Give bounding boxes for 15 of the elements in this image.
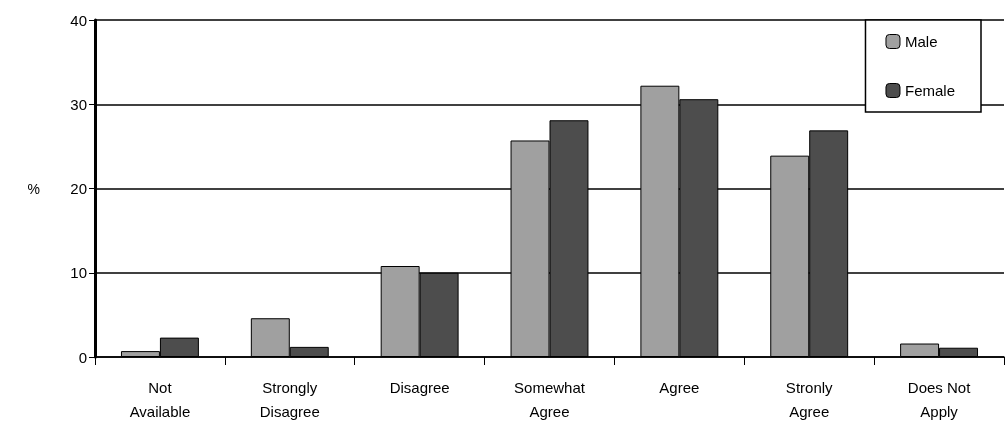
- x-tick-label: Somewhat Agree: [514, 378, 586, 420]
- y-tick-label: 0: [78, 348, 87, 366]
- y-tick-label: 40: [70, 11, 87, 29]
- x-tick-label: Does Not Apply: [907, 378, 972, 420]
- x-tick-label: Strongly Disagree: [259, 378, 320, 420]
- y-axis-title: %: [27, 180, 40, 197]
- legend-label: Female: [904, 82, 956, 99]
- x-tick-label: Agree: [659, 378, 700, 396]
- y-tick-label: 20: [70, 180, 87, 197]
- y-tick-label: 30: [70, 95, 87, 113]
- x-tick-label: Stronly Agree: [785, 378, 834, 420]
- x-tick-label: Disagree: [389, 378, 450, 396]
- x-tick-label: Not Available: [129, 378, 191, 420]
- y-tick-label: 10: [70, 264, 87, 282]
- legend-label: Male: [904, 33, 938, 50]
